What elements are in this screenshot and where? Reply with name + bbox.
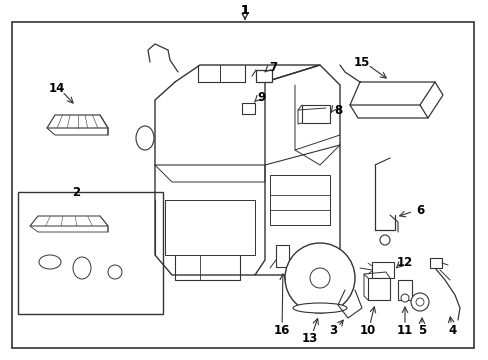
Text: 5: 5 <box>417 324 425 337</box>
Text: 3: 3 <box>328 324 336 337</box>
Ellipse shape <box>136 126 154 150</box>
Circle shape <box>400 294 408 302</box>
Text: 13: 13 <box>301 332 318 345</box>
Text: 9: 9 <box>257 90 265 104</box>
Bar <box>371 262 393 278</box>
Circle shape <box>309 268 329 288</box>
Ellipse shape <box>73 257 91 279</box>
Bar <box>275 245 288 267</box>
Circle shape <box>379 235 389 245</box>
Bar <box>18 192 163 314</box>
Bar <box>397 280 411 300</box>
Ellipse shape <box>39 255 61 269</box>
Bar <box>302 105 329 123</box>
Circle shape <box>285 243 354 313</box>
Circle shape <box>415 298 423 306</box>
Bar <box>269 175 329 225</box>
Polygon shape <box>47 115 108 128</box>
Bar <box>242 103 254 114</box>
Bar <box>429 258 441 268</box>
Circle shape <box>410 293 428 311</box>
Text: 11: 11 <box>396 324 412 337</box>
Bar <box>256 70 271 82</box>
Ellipse shape <box>292 303 346 313</box>
Text: 1: 1 <box>240 4 249 17</box>
Text: 14: 14 <box>49 81 65 95</box>
Text: 6: 6 <box>415 203 423 216</box>
Text: 1: 1 <box>240 4 249 17</box>
Text: 4: 4 <box>448 324 456 337</box>
Text: 10: 10 <box>359 324 375 337</box>
Polygon shape <box>30 216 108 226</box>
Text: 12: 12 <box>396 256 412 270</box>
Text: 15: 15 <box>353 55 369 68</box>
Circle shape <box>108 265 122 279</box>
Text: 7: 7 <box>268 60 277 73</box>
Text: 8: 8 <box>333 104 342 117</box>
Text: 16: 16 <box>273 324 289 337</box>
Text: 2: 2 <box>72 185 80 198</box>
Bar <box>367 278 389 300</box>
